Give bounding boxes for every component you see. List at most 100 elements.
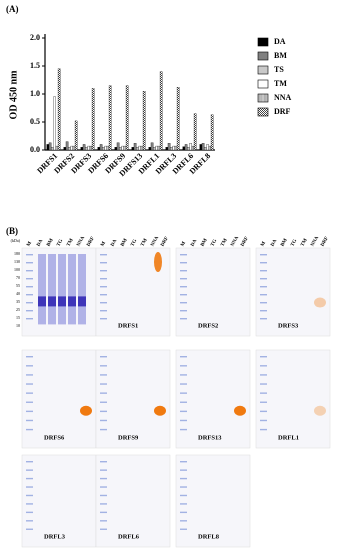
lane-label: TM [220,238,228,248]
gel [21,349,97,449]
legend-swatch [257,51,269,61]
lane-label: NNA [76,235,86,247]
lane-smear [68,254,76,325]
marker-band [100,520,107,522]
marker-band [180,511,187,514]
y-tick-label: 0.5 [30,117,40,126]
gel-name: DRFS2 [198,322,218,329]
bar [153,147,156,151]
marker-band [26,294,33,296]
bar [210,114,214,151]
marker-band [180,262,187,264]
bar [91,88,95,151]
lane-label: M [100,241,107,248]
marker-band [26,520,33,522]
lane-smear [58,254,66,325]
bar [208,145,212,151]
kda-unit: (kDa) [11,238,21,243]
bar [68,147,71,151]
bar [125,85,129,151]
marker-band [26,503,33,505]
bar [191,145,195,151]
kda-label: 130 [14,259,20,264]
bar [133,143,137,151]
bar [119,147,122,151]
legend-label: NNA [274,93,292,102]
marker-band [180,270,187,272]
marker-band [180,356,187,358]
lane-label: DRF [160,236,169,247]
marker-band [260,410,267,413]
marker-band [180,486,187,488]
marker-band [180,503,187,505]
bar [46,144,50,151]
marker-band [26,461,33,463]
bar [80,147,84,151]
marker-band [180,469,187,471]
lane-label: DRF [320,236,329,247]
marker-band [180,419,187,422]
kda-label: 70 [16,275,20,280]
marker-band [180,410,187,413]
bar [87,145,90,151]
marker-band [180,392,187,394]
lane-smear [78,254,86,325]
bar [131,147,135,151]
bar [204,147,207,151]
bar [165,147,169,151]
lane-label: TG [130,239,138,248]
marker-band [260,392,267,394]
kda-label: 40 [16,291,20,296]
bar [89,145,93,151]
bar [72,145,76,151]
marker-band [100,419,107,422]
bar [97,147,101,151]
bar [108,85,112,151]
gel [175,349,251,449]
stain [314,405,326,416]
stain [234,405,246,416]
marker-band [100,302,107,304]
bar [123,145,127,151]
bar [174,145,178,151]
lane-smear [38,254,46,325]
marker-band [260,310,267,312]
marker-band [100,262,107,264]
legend-label: DA [274,37,286,46]
lane-label: TG [56,239,64,248]
marker-band [180,428,187,431]
marker-band [180,302,187,304]
marker-band [26,318,33,320]
marker-band [100,461,107,463]
panel-label: (B) [6,226,18,236]
kda-label: 25 [16,307,20,312]
bar [187,147,190,151]
marker-band [100,528,107,530]
marker-band [180,365,187,367]
lane-label: DA [110,238,118,247]
marker-band [100,486,107,488]
bar [114,147,118,151]
gel-name: DRFL8 [198,533,220,540]
lane-label: NNA [230,235,240,247]
marker-band [180,401,187,403]
marker-band [100,511,107,514]
gel-name: DRFL1 [278,434,299,441]
marker-band [100,318,107,320]
bar [184,144,188,151]
marker-band [260,356,267,358]
marker-band [26,278,33,280]
lane-label: M [260,241,267,248]
marker-band [100,401,107,403]
bar [99,144,103,151]
lane-label: DA [270,238,278,247]
legend-swatch [257,37,269,47]
marker-band [260,278,267,280]
bar [155,145,158,151]
bar [55,145,59,151]
legend-swatch [257,65,269,75]
bar [201,143,205,151]
lane-label: NNA [150,235,160,247]
marker-band [260,428,267,431]
